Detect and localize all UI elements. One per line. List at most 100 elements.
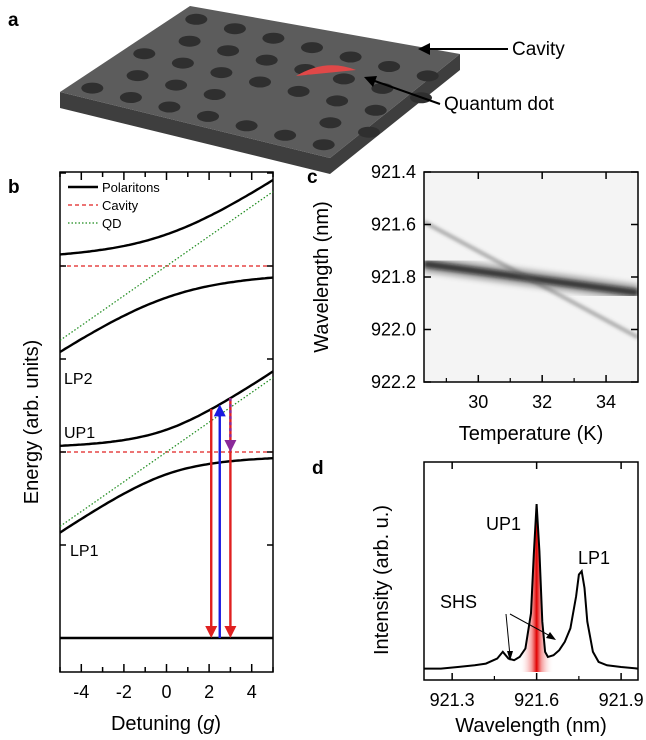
c-ytick-label: 922.2	[371, 372, 416, 392]
panel-d-frame	[423, 461, 639, 681]
photonic-crystal-holes	[81, 13, 439, 151]
panel-a-letter: a	[8, 10, 19, 31]
pc-hole	[126, 70, 149, 82]
pc-hole	[274, 129, 297, 141]
pc-hole	[178, 35, 201, 47]
pc-hole	[249, 76, 271, 88]
panel-c-xlabel: Temperature (K)	[459, 423, 604, 445]
pc-hole	[364, 104, 387, 116]
panel-d-ylabel: Intensity (arb. u.)	[371, 505, 393, 655]
panel-c-ylabel: Wavelength (nm)	[311, 201, 333, 353]
pc-hole	[158, 101, 181, 113]
pc-hole	[185, 13, 208, 25]
legend-cavity: Cavity	[102, 198, 139, 213]
c-ytick-label: 921.4	[371, 162, 416, 182]
pc-hole	[378, 61, 401, 72]
c-ytick-label: 922.0	[371, 320, 416, 340]
d-xtick-label: 921.9	[599, 690, 644, 710]
arrow-blue-head	[213, 404, 226, 417]
heatmap	[424, 220, 638, 340]
panel-d-xlabel: Wavelength (nm)	[455, 715, 607, 737]
lower-polariton-2	[59, 276, 274, 354]
pc-hole	[235, 120, 258, 132]
legend-polaritons: Polaritons	[102, 180, 160, 195]
label-up1-d: UP1	[486, 514, 521, 534]
pc-hole	[81, 82, 104, 94]
legend-qd: QD	[102, 216, 122, 231]
panel-b-legend: Polaritons Cavity QD	[68, 180, 160, 231]
pc-hole	[326, 95, 349, 107]
panel-b-frame	[59, 171, 274, 673]
slab-side-right	[330, 54, 460, 174]
pc-hole	[301, 42, 323, 54]
label-shs: SHS	[440, 592, 477, 612]
shs-arrow-left-head	[507, 651, 513, 661]
pc-hole	[358, 126, 380, 138]
panel-b-xlabel-prefix: Detuning (	[111, 713, 204, 735]
c-xtick-label: 32	[532, 392, 552, 412]
qd-arrow-head	[364, 76, 377, 87]
c-xtick-label: 34	[596, 392, 616, 412]
slab-side-front	[60, 92, 330, 174]
pc-hole	[223, 23, 246, 35]
pc-hole	[319, 117, 342, 129]
upper-polariton-2	[59, 178, 274, 256]
panel-d-letter: d	[312, 458, 324, 479]
pc-hole	[197, 110, 219, 122]
arrow-red-left-head	[205, 626, 218, 638]
label-up1: UP1	[64, 425, 95, 442]
spectrum-line	[424, 503, 638, 670]
label-lp2: LP2	[64, 371, 93, 388]
spectrum-area	[424, 503, 638, 672]
panel-b-curves	[59, 178, 274, 640]
c-ytick-label: 921.6	[371, 215, 416, 235]
d-xtick-label: 921.3	[430, 690, 475, 710]
d-xtick-label: 921.6	[514, 690, 559, 710]
panel-b-transition-arrows	[205, 398, 237, 638]
qd-level-1	[59, 377, 274, 527]
shs-arrow-right-head	[546, 632, 556, 640]
panel-b-letter: b	[8, 177, 20, 198]
pc-hole	[133, 48, 156, 60]
pc-hole	[332, 73, 355, 85]
pc-hole	[287, 85, 310, 97]
b-xtick-label: -4	[73, 682, 89, 702]
pc-hole	[312, 139, 335, 151]
pc-hole	[171, 57, 194, 69]
pc-hole	[416, 70, 439, 82]
panel-c-ticks: 30 32 34 921.4 921.6 921.8 922.0 922.2	[371, 162, 638, 412]
panel-b-ylabel: Energy (arb. units)	[21, 340, 43, 505]
cavity-label: Cavity	[512, 39, 565, 60]
panel-b-xlabel-var: g	[203, 713, 214, 735]
up1-peak-fill	[519, 504, 554, 672]
panel-b-xlabel-suffix: )	[214, 713, 221, 735]
b-xtick-label: -2	[116, 682, 132, 702]
panel-b-xtick-labels: -4 -2 0 2 4	[73, 682, 256, 702]
qd-level-2	[59, 191, 274, 341]
b-xtick-label: 2	[204, 682, 214, 702]
arrow-red-right-head	[224, 626, 237, 638]
panel-b: b Polaritons Cavity QD LP2 UP1 LP1 -4 -2 0…	[8, 171, 274, 735]
lower-polariton-1	[59, 457, 274, 534]
arrow-purple-head	[224, 440, 237, 452]
pc-hole	[203, 89, 226, 100]
heatmap-qd-line	[424, 220, 638, 340]
upper-polariton-1	[59, 370, 274, 447]
panel-d: d 921.3 921.6 921.9 UP1 LP1 SHS Wavelength…	[312, 458, 644, 737]
panel-c: c 30 32 34 921.4 921.6 921.8 922.0 922.2 Temper…	[307, 162, 639, 445]
shs-arrow-left	[505, 613, 511, 657]
pc-hole	[255, 54, 278, 66]
c-xtick-label: 30	[468, 392, 488, 412]
pc-hole	[165, 79, 188, 91]
panel-b-ticks	[59, 172, 274, 672]
quantum-dot	[296, 65, 356, 76]
b-xtick-label: 4	[247, 682, 257, 702]
qd-label: Quantum dot	[444, 94, 555, 115]
label-lp1-d: LP1	[578, 548, 610, 568]
b-xtick-label: 0	[161, 682, 171, 702]
panel-b-xlabel: Detuning (g)	[111, 713, 221, 735]
shs-arrow-right	[509, 613, 553, 638]
panel-a: a Cavity Quantum dot	[8, 6, 565, 174]
